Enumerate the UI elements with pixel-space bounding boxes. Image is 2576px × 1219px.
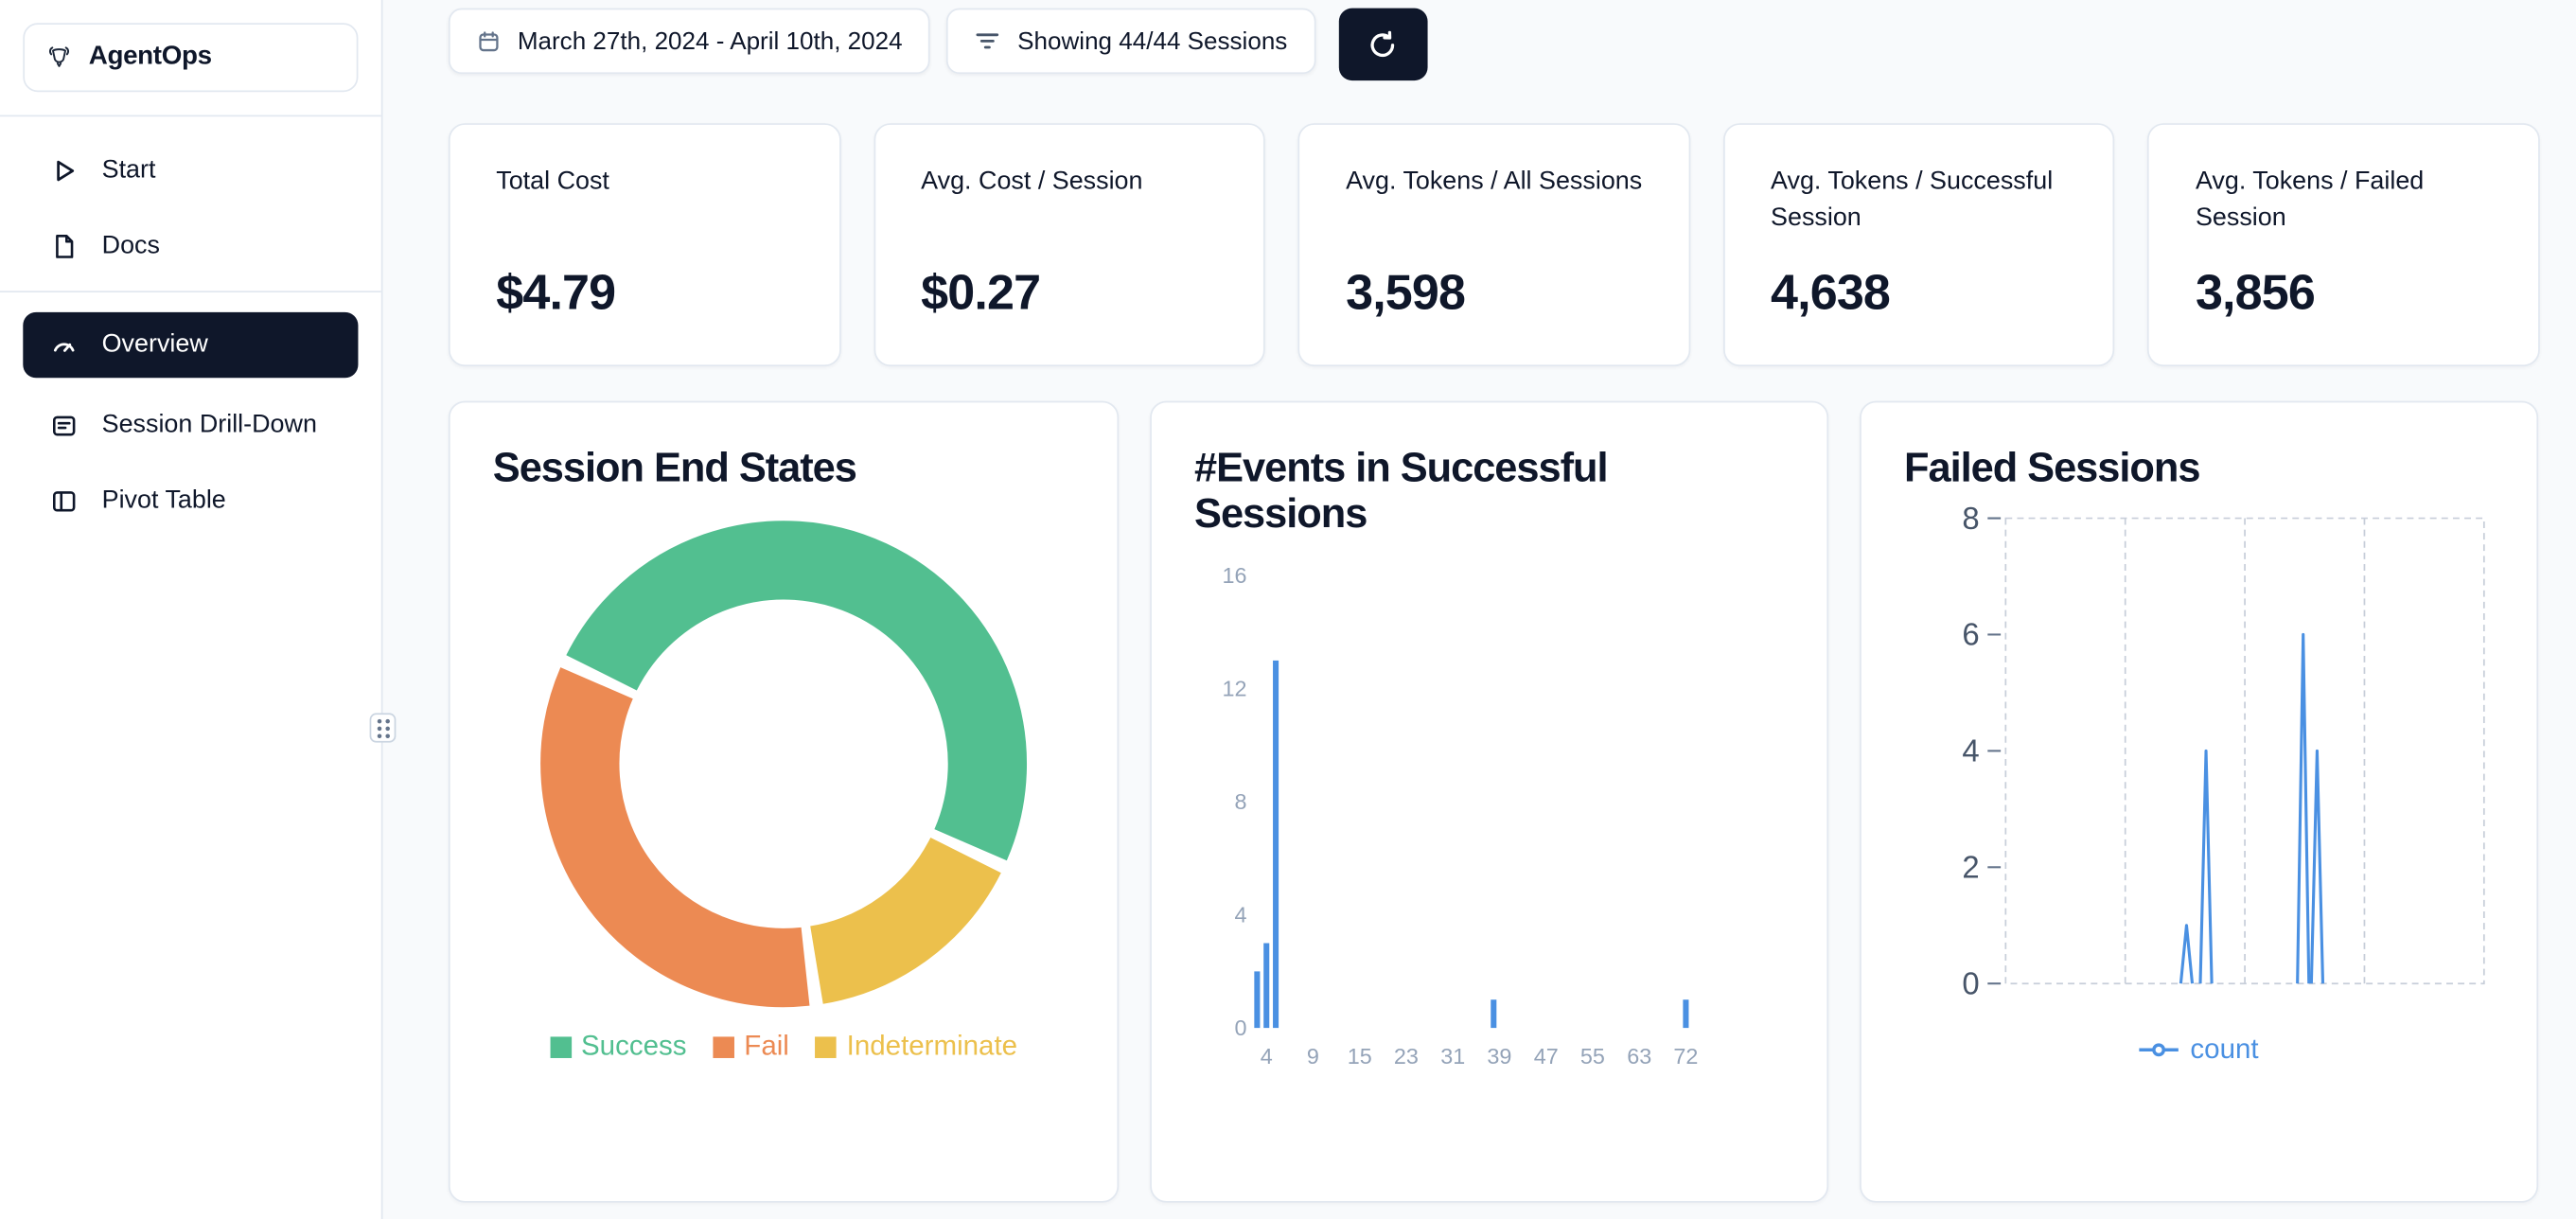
line-marker-icon	[2139, 1043, 2179, 1057]
refresh-icon	[1370, 29, 1395, 57]
svg-text:8: 8	[1234, 788, 1246, 813]
drag-dots-icon	[376, 717, 390, 738]
legend-label: Success	[580, 1030, 687, 1062]
events-chart-title: #Events in Successful Sessions	[1194, 445, 1608, 539]
sidebar-nav: Start Docs	[0, 116, 381, 291]
stat-label: Avg. Tokens / Successful Session	[1771, 168, 2054, 233]
svg-text:63: 63	[1627, 1043, 1651, 1068]
legend-item-indeterminate[interactable]: Indeterminate	[815, 1030, 1018, 1064]
count-legend[interactable]: count	[1904, 1034, 2494, 1067]
sidebar-item-overview[interactable]: Overview	[23, 311, 359, 379]
stats-row: Total Cost $4.79 Avg. Cost / Session $0.…	[448, 123, 2540, 367]
success-swatch	[550, 1035, 572, 1058]
sessions-filter-button[interactable]: Showing 44/44 Sessions	[946, 8, 1315, 75]
session-list-icon	[52, 415, 76, 436]
session-end-states-card: Session End States Success Fail Indeterm…	[448, 400, 1120, 1203]
sidebar-divider	[0, 115, 381, 117]
svg-text:6: 6	[1962, 617, 1979, 652]
calendar-icon	[479, 30, 499, 51]
stat-value: $0.27	[921, 266, 1041, 321]
donut-legend: Success Fail Indeterminate	[493, 1031, 1075, 1064]
sessions-filter-label: Showing 44/44 Sessions	[1017, 26, 1288, 56]
svg-text:72: 72	[1673, 1043, 1698, 1068]
svg-text:8: 8	[1962, 502, 1979, 536]
stat-label: Avg. Tokens / All Sessions	[1346, 168, 1643, 196]
svg-text:39: 39	[1487, 1043, 1511, 1068]
svg-text:9: 9	[1307, 1043, 1319, 1068]
charts-row: Session End States Success Fail Indeterm…	[448, 400, 2540, 1203]
toolbar: March 27th, 2024 - April 10th, 2024 Show…	[448, 8, 2540, 81]
stat-label: Avg. Tokens / Failed Session	[2195, 168, 2425, 233]
sidebar-item-label: Session Drill-Down	[101, 410, 317, 439]
count-legend-label: count	[2190, 1034, 2259, 1066]
stat-label: Avg. Cost / Session	[921, 168, 1143, 196]
indeterminate-swatch	[815, 1035, 838, 1058]
stat-card-avg-cost-session: Avg. Cost / Session $0.27	[873, 123, 1266, 367]
sidebar-resize-handle[interactable]	[369, 713, 397, 743]
svg-text:12: 12	[1222, 676, 1246, 700]
sidebar-item-label: Pivot Table	[101, 486, 226, 515]
svg-text:16: 16	[1222, 562, 1246, 587]
date-range-label: March 27th, 2024 - April 10th, 2024	[517, 26, 903, 56]
svg-text:47: 47	[1534, 1043, 1559, 1068]
pivot-table-icon	[52, 491, 76, 512]
stat-card-avg-tokens-all: Avg. Tokens / All Sessions 3,598	[1297, 123, 1690, 367]
stat-value: $4.79	[496, 266, 616, 321]
sidebar: AgentOps Start Docs	[0, 0, 383, 1219]
play-icon	[57, 160, 75, 182]
stat-value: 4,638	[1771, 266, 1891, 321]
sidebar-divider	[0, 291, 381, 293]
svg-text:31: 31	[1440, 1043, 1465, 1068]
sidebar-item-start[interactable]: Start	[23, 133, 358, 209]
sidebar-item-pivot-table[interactable]: Pivot Table	[23, 464, 358, 539]
legend-item-fail[interactable]: Fail	[713, 1031, 789, 1064]
brand-box[interactable]: AgentOps	[23, 23, 359, 93]
stat-card-avg-tokens-successful: Avg. Tokens / Successful Session 4,638	[1722, 123, 2115, 367]
gauge-icon	[53, 343, 75, 352]
sidebar-item-label: Docs	[101, 231, 160, 260]
refresh-button[interactable]	[1338, 8, 1427, 81]
stat-value: 3,598	[1346, 266, 1466, 321]
sidebar-item-label: Start	[101, 155, 156, 185]
fail-swatch	[713, 1035, 734, 1058]
date-range-button[interactable]: March 27th, 2024 - April 10th, 2024	[448, 8, 931, 75]
failed-sessions-title: Failed Sessions	[1904, 445, 2200, 492]
stat-value: 3,856	[2195, 266, 2316, 321]
svg-text:4: 4	[1962, 733, 1979, 768]
svg-text:23: 23	[1394, 1043, 1419, 1068]
events-successful-sessions-card: #Events in Successful Sessions 0 4 8 12 16 4 9…	[1150, 400, 1829, 1203]
docs-icon	[56, 234, 74, 258]
session-end-states-donut[interactable]	[493, 518, 1075, 1011]
svg-text:4: 4	[1234, 902, 1246, 927]
main-content: March 27th, 2024 - April 10th, 2024 Show…	[382, 0, 2576, 1219]
filter-icon	[977, 33, 999, 49]
failed-sessions-card: Failed Sessions 8 6 4 2 0 count	[1860, 400, 2539, 1203]
svg-text:2: 2	[1962, 850, 1979, 885]
sidebar-item-label: Overview	[101, 329, 208, 359]
svg-text:4: 4	[1261, 1043, 1273, 1068]
sidebar-nav-secondary: Overview Session Drill-Down Pivot Table	[0, 292, 381, 545]
failed-sessions-chart[interactable]: 8 6 4 2 0	[1904, 502, 2494, 1031]
stat-card-avg-tokens-failed: Avg. Tokens / Failed Session 3,856	[2147, 123, 2540, 367]
sidebar-item-session-drill-down[interactable]: Session Drill-Down	[23, 388, 358, 464]
svg-text:15: 15	[1348, 1043, 1372, 1068]
session-end-states-title: Session End States	[492, 445, 857, 492]
agentops-logo-icon	[48, 46, 70, 67]
brand-name: AgentOps	[88, 43, 212, 71]
svg-text:0: 0	[1234, 1015, 1246, 1039]
stat-card-total-cost: Total Cost $4.79	[448, 123, 841, 367]
legend-label: Indeterminate	[846, 1030, 1018, 1062]
svg-text:0: 0	[1962, 966, 1979, 1001]
svg-text:55: 55	[1580, 1043, 1605, 1068]
legend-item-success[interactable]: Success	[550, 1031, 687, 1064]
events-bar-chart[interactable]: 0 4 8 12 16 4 9 15 23 31 39 47 55 63 72	[1194, 548, 1784, 1090]
legend-label: Fail	[744, 1030, 789, 1062]
stat-label: Total Cost	[496, 168, 609, 196]
sidebar-item-docs[interactable]: Docs	[23, 208, 358, 284]
